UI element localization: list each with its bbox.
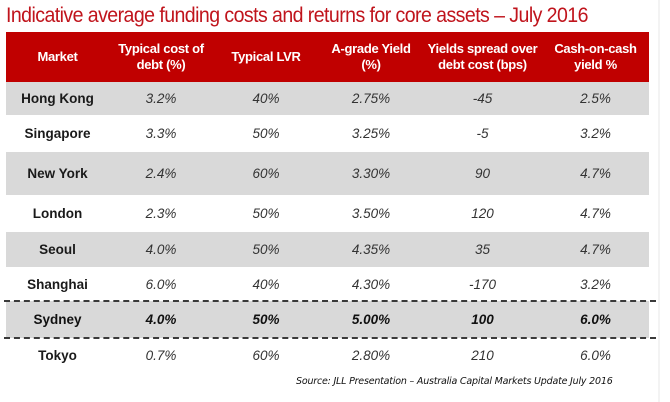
cell-cash-on-cash: 3.2% <box>580 276 611 292</box>
cell-yield: 2.75% <box>351 91 391 106</box>
cell-cash-on-cash: 3.2% <box>580 126 611 141</box>
cell-spread: -170 <box>468 276 497 292</box>
cell-lvr: 60% <box>252 166 280 181</box>
table-row: New York 2.4% 60% 3.30% 90 4.7% <box>6 152 649 195</box>
header-cash-on-cash: Cash-on-cash yield % <box>554 41 637 72</box>
cell-lvr: 50% <box>252 206 280 221</box>
cell-lvr: 40% <box>252 276 280 292</box>
table-row-highlighted: Sydney 4.0% 50% 5.00% 100 6.0% <box>6 301 649 338</box>
cell-cost-of-debt: 3.3% <box>145 126 177 141</box>
cell-yield: 2.80% <box>351 347 391 363</box>
source-note: Source: JLL Presentation – Australia Cap… <box>296 376 613 387</box>
cell-cost-of-debt: 2.4% <box>145 166 177 181</box>
page-title: Indicative average funding costs and ret… <box>6 4 588 27</box>
cell-lvr: 50% <box>252 126 280 141</box>
cell-lvr: 50% <box>252 242 280 257</box>
cell-yield: 3.30% <box>351 166 391 181</box>
highlight-dashed-border-top <box>4 300 656 302</box>
highlight-dashed-border-bottom <box>4 337 656 339</box>
cell-cost-of-debt: 4.0% <box>145 242 177 257</box>
table-row: London 2.3% 50% 3.50% 120 4.7% <box>6 195 649 232</box>
header-cost-of-debt: Typical cost of debt (%) <box>118 41 204 72</box>
funding-costs-table: Market Typical cost of debt (%) Typical … <box>6 32 649 372</box>
cell-lvr: 50% <box>252 312 280 327</box>
cell-market: London <box>32 206 83 221</box>
cell-lvr: 60% <box>252 347 280 363</box>
header-a-grade-yield: A-grade Yield (%) <box>331 41 411 72</box>
cell-cash-on-cash: 2.5% <box>580 91 611 106</box>
cell-market: Tokyo <box>38 347 77 363</box>
cell-yield: 3.25% <box>351 126 391 141</box>
header-market: Market <box>37 49 78 64</box>
header-typical-lvr: Typical LVR <box>231 49 301 64</box>
cell-cash-on-cash: 4.7% <box>580 242 611 257</box>
cell-cash-on-cash: 4.7% <box>580 206 611 221</box>
table-row: Hong Kong 3.2% 40% 2.75% -45 2.5% <box>6 82 649 115</box>
cell-spread: 120 <box>471 206 494 221</box>
cell-cost-of-debt: 4.0% <box>145 312 177 327</box>
table-row: Tokyo 0.7% 60% 2.80% 210 6.0% <box>6 338 649 372</box>
table-row: Seoul 4.0% 50% 4.35% 35 4.7% <box>6 232 649 267</box>
page-edge-divider <box>658 0 660 402</box>
cell-market: New York <box>27 166 88 181</box>
cell-yield: 3.50% <box>351 206 391 221</box>
cell-cash-on-cash: 6.0% <box>580 347 611 363</box>
cell-cost-of-debt: 2.3% <box>145 206 177 221</box>
cell-lvr: 40% <box>252 91 280 106</box>
cell-cost-of-debt: 3.2% <box>145 91 177 106</box>
cell-spread: 210 <box>471 347 494 363</box>
cell-yield: 4.30% <box>351 276 391 292</box>
cell-market: Seoul <box>39 242 76 257</box>
cell-spread: -45 <box>472 91 493 106</box>
cell-yield: 5.00% <box>351 312 391 327</box>
table-row: Shanghai 6.0% 40% 4.30% -170 3.2% <box>6 267 649 301</box>
cell-market: Shanghai <box>27 276 88 292</box>
cell-spread: 90 <box>474 166 491 181</box>
cell-cost-of-debt: 0.7% <box>145 347 177 363</box>
cell-spread: -5 <box>476 126 489 141</box>
header-yield-spread: Yields spread over debt cost (bps) <box>427 41 538 72</box>
table-row: Singapore 3.3% 50% 3.25% -5 3.2% <box>6 115 649 152</box>
cell-cash-on-cash: 4.7% <box>580 166 611 181</box>
cell-yield: 4.35% <box>351 242 391 257</box>
cell-market: Hong Kong <box>21 91 94 106</box>
table-header-row: Market Typical cost of debt (%) Typical … <box>6 32 649 82</box>
cell-spread: 35 <box>474 242 491 257</box>
cell-spread: 100 <box>471 312 494 327</box>
cell-cost-of-debt: 6.0% <box>145 276 177 292</box>
cell-market: Sydney <box>33 312 82 327</box>
cell-market: Singapore <box>24 126 91 141</box>
cell-cash-on-cash: 6.0% <box>580 312 611 327</box>
